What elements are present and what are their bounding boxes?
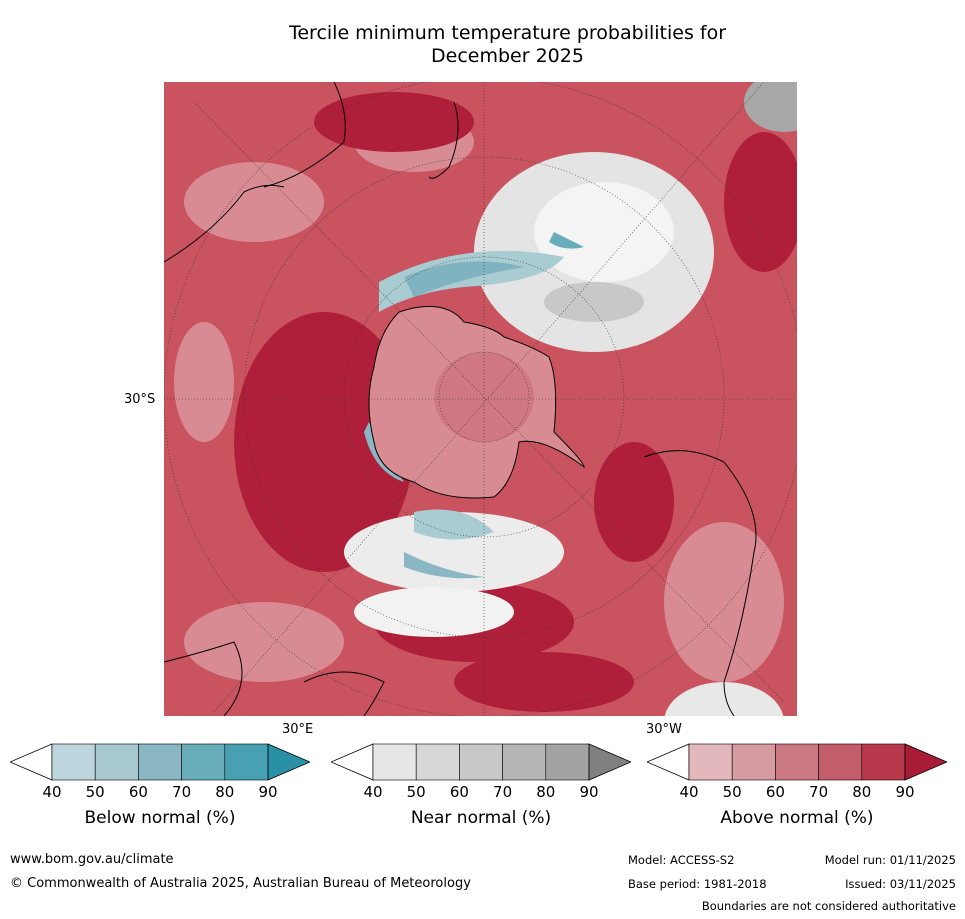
colorbar-segment — [688, 743, 733, 781]
colorbar-segment — [94, 743, 139, 781]
legend-below-normal — [8, 743, 312, 781]
colorbar-tick-label: 60 — [765, 783, 785, 801]
colorbar-tick-label: 50 — [722, 783, 742, 801]
legend-above-normal-title: Above normal (%) — [720, 808, 874, 828]
colorbar-svg — [645, 743, 949, 781]
colorbar-tick-label: 90 — [895, 783, 915, 801]
below-normal-areas — [364, 232, 584, 579]
colorbar-under-triangle — [645, 743, 690, 781]
colorbar-over-triangle — [267, 743, 312, 781]
website-link[interactable]: www.bom.gov.au/climate — [10, 852, 174, 867]
colorbar-tick-label: 80 — [215, 783, 235, 801]
colorbar-segment — [818, 743, 863, 781]
colorbar-segment — [731, 743, 776, 781]
colorbar-tick-label: 40 — [363, 783, 383, 801]
probability-map — [164, 82, 797, 716]
colorbar-tick-label: 40 — [42, 783, 62, 801]
colorbar-tick-label: 70 — [172, 783, 192, 801]
near-normal-areas — [344, 82, 797, 716]
model-text: Model: ACCESS-S2 — [628, 853, 735, 867]
issued-text: Issued: 03/11/2025 — [845, 877, 956, 891]
legend-below-normal-title: Below normal (%) — [84, 808, 236, 828]
colorbar-tick-label: 60 — [449, 783, 469, 801]
colorbar-tick-label: 70 — [809, 783, 829, 801]
colorbar-over-triangle — [904, 743, 949, 781]
colorbar-tick-label: 80 — [536, 783, 556, 801]
colorbar-segment — [545, 743, 590, 781]
colorbar-ticks: 40 50 60 70 80 90 — [647, 783, 947, 803]
chart-title: Tercile minimum temperature probabilitie… — [160, 22, 855, 68]
lat-label-30s: 30°S — [124, 392, 156, 407]
coastlines — [164, 82, 757, 716]
disclaimer-text: Boundaries are not considered authoritat… — [701, 899, 956, 913]
colorbar-tick-label: 90 — [258, 783, 278, 801]
lon-label-30w: 30°W — [646, 722, 682, 737]
colorbar-under-triangle — [8, 743, 53, 781]
graticule — [164, 82, 797, 716]
colorbar-segment — [861, 743, 906, 781]
colorbar-segment — [415, 743, 460, 781]
colorbar-segment — [372, 743, 417, 781]
colorbar-under-triangle — [329, 743, 374, 781]
model-run-text: Model run: 01/11/2025 — [824, 853, 956, 867]
colorbar-ticks: 40 50 60 70 80 90 — [10, 783, 310, 803]
colorbar-tick-label: 80 — [852, 783, 872, 801]
copyright-text: © Commonwealth of Australia 2025, Austra… — [10, 876, 471, 891]
colorbar-tick-label: 50 — [85, 783, 105, 801]
colorbar-segment — [459, 743, 503, 781]
colorbar-tick-label: 50 — [406, 783, 426, 801]
legend-near-normal — [329, 743, 633, 781]
colorbar-segment — [502, 743, 547, 781]
colorbar-tick-label: 70 — [493, 783, 513, 801]
colorbar-tick-label: 90 — [579, 783, 599, 801]
colorbar-over-triangle — [588, 743, 633, 781]
lon-label-30e: 30°E — [282, 722, 314, 737]
legend-above-normal — [645, 743, 949, 781]
colorbar-svg — [8, 743, 312, 781]
above-normal-light-areas — [174, 112, 784, 682]
base-period-text: Base period: 1981-2018 — [628, 877, 767, 891]
title-line-1: Tercile minimum temperature probabilitie… — [288, 22, 727, 44]
colorbar-segment — [181, 743, 226, 781]
colorbar-segment — [775, 743, 819, 781]
colorbar-tick-label: 60 — [128, 783, 148, 801]
title-line-2: December 2025 — [431, 45, 584, 67]
colorbar-segment — [224, 743, 269, 781]
colorbar-segment — [138, 743, 182, 781]
legend-near-normal-title: Near normal (%) — [410, 808, 552, 828]
colorbar-ticks: 40 50 60 70 80 90 — [331, 783, 631, 803]
colorbar-svg — [329, 743, 633, 781]
colorbar-segment — [51, 743, 96, 781]
colorbar-tick-label: 40 — [679, 783, 699, 801]
